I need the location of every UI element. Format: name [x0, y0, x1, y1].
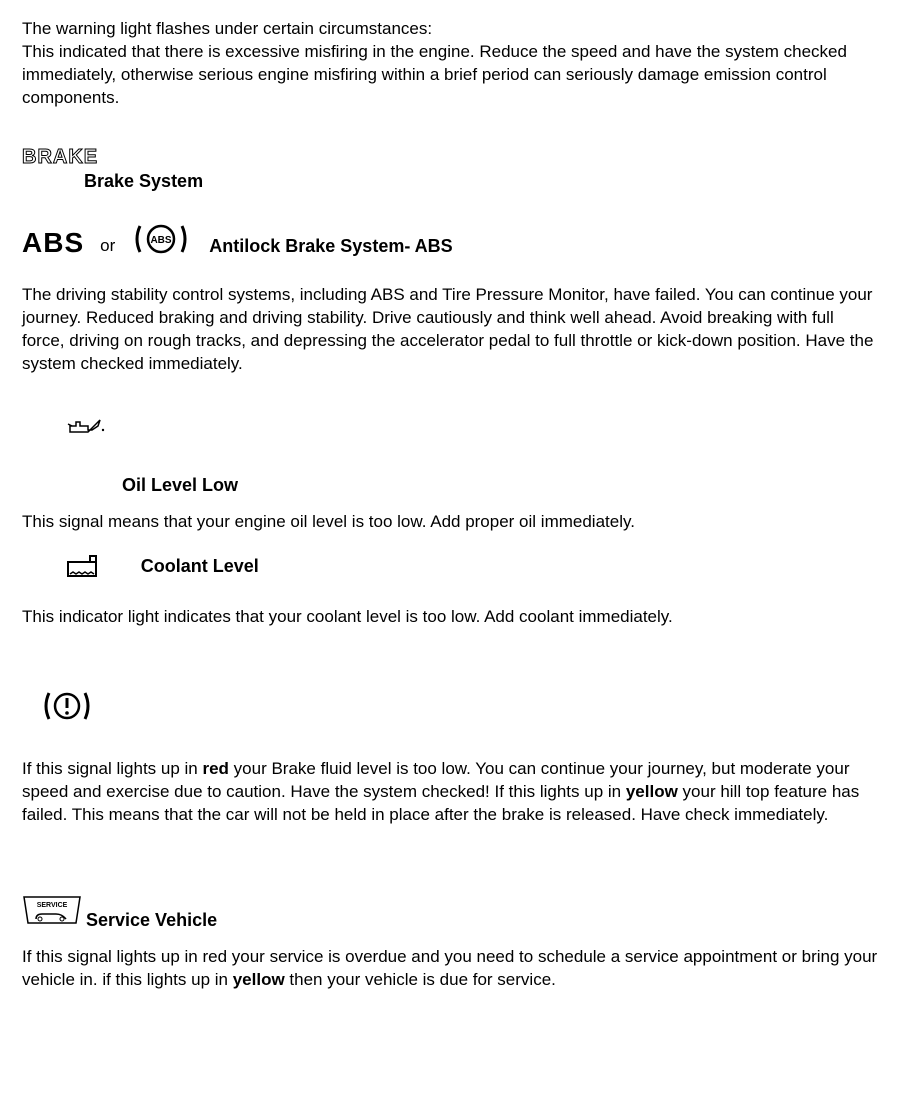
service-title: Service Vehicle [86, 908, 217, 932]
abs-body: The driving stability control systems, i… [22, 284, 878, 376]
intro-line2: This indicated that there is excessive m… [22, 41, 878, 110]
brake-fluid-yellow: yellow [626, 782, 678, 801]
service-vehicle-icon: SERVICE [22, 887, 82, 934]
oil-section: Oil Level Low This signal means that you… [22, 416, 878, 534]
oil-title: Oil Level Low [122, 473, 878, 497]
abs-text-icon: ABS [22, 224, 84, 262]
coolant-body: This indicator light indicates that your… [22, 606, 878, 629]
intro-section: The warning light flashes under certain … [22, 18, 878, 110]
service-post: then your vehicle is due for service. [285, 970, 556, 989]
svg-text:SERVICE: SERVICE [37, 902, 68, 909]
coolant-section: Coolant Level This indicator light indic… [22, 554, 878, 629]
abs-or-text: or [100, 235, 115, 258]
brake-outline-icon: BRAKE [22, 146, 98, 168]
brake-fluid-red: red [202, 759, 228, 778]
brake-warning-icon [42, 689, 878, 730]
brake-system-title: Brake System [84, 169, 878, 193]
brake-system-section: BRAKE Brake System [22, 144, 878, 193]
intro-line1: The warning light flashes under certain … [22, 18, 878, 41]
oil-can-icon [66, 416, 108, 445]
abs-section: ABS or ABS Antilock Brake System- ABS Th… [22, 221, 878, 376]
abs-title: Antilock Brake System- ABS [209, 234, 452, 258]
service-section: SERVICE Service Vehicle If this signal l… [22, 887, 878, 992]
service-body: If this signal lights up in red your ser… [22, 946, 878, 992]
coolant-icon [66, 554, 102, 587]
service-yellow: yellow [233, 970, 285, 989]
brake-fluid-pre: If this signal lights up in [22, 759, 202, 778]
abs-circle-icon: ABS [133, 221, 189, 264]
brake-fluid-body: If this signal lights up in red your Bra… [22, 758, 878, 827]
coolant-title: Coolant Level [141, 554, 259, 578]
svg-text:ABS: ABS [151, 235, 172, 246]
brake-fluid-section: If this signal lights up in red your Bra… [22, 689, 878, 827]
oil-body: This signal means that your engine oil l… [22, 511, 878, 534]
